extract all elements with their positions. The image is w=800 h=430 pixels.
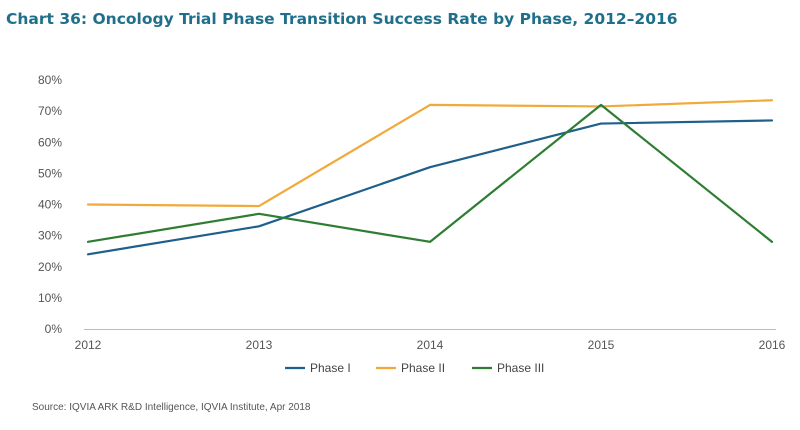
x-axis: 2012 2013 2014 2015 2016 [75, 329, 786, 352]
series-line-phase-ii [86, 99, 774, 208]
source-note: Source: IQVIA ARK R&D Intelligence, IQVI… [32, 402, 311, 413]
x-tick-label: 2013 [246, 338, 273, 352]
y-tick-label: 0% [45, 322, 63, 336]
y-axis: 0% 10% 20% 30% 40% 50% 60% 70% 80% [38, 73, 62, 336]
series-line-phase-iii [86, 103, 774, 243]
x-tick-label: 2016 [759, 338, 786, 352]
legend-label: Phase II [401, 361, 445, 375]
y-tick-label: 40% [38, 198, 62, 212]
series-line-phase-i [86, 119, 774, 256]
chart-title: Chart 36: Oncology Trial Phase Transitio… [6, 10, 678, 28]
x-tick-label: 2014 [417, 338, 444, 352]
y-tick-label: 10% [38, 291, 62, 305]
legend: Phase I Phase II Phase III [285, 361, 544, 375]
y-tick-label: 80% [38, 73, 62, 87]
y-tick-label: 60% [38, 135, 62, 149]
y-tick-label: 30% [38, 229, 62, 243]
legend-label: Phase III [497, 361, 544, 375]
x-tick-label: 2012 [75, 338, 102, 352]
legend-label: Phase I [310, 361, 351, 375]
y-tick-label: 20% [38, 260, 62, 274]
x-tick-label: 2015 [588, 338, 615, 352]
plot-area [86, 99, 774, 256]
y-tick-label: 70% [38, 104, 62, 118]
y-tick-label: 50% [38, 166, 62, 180]
